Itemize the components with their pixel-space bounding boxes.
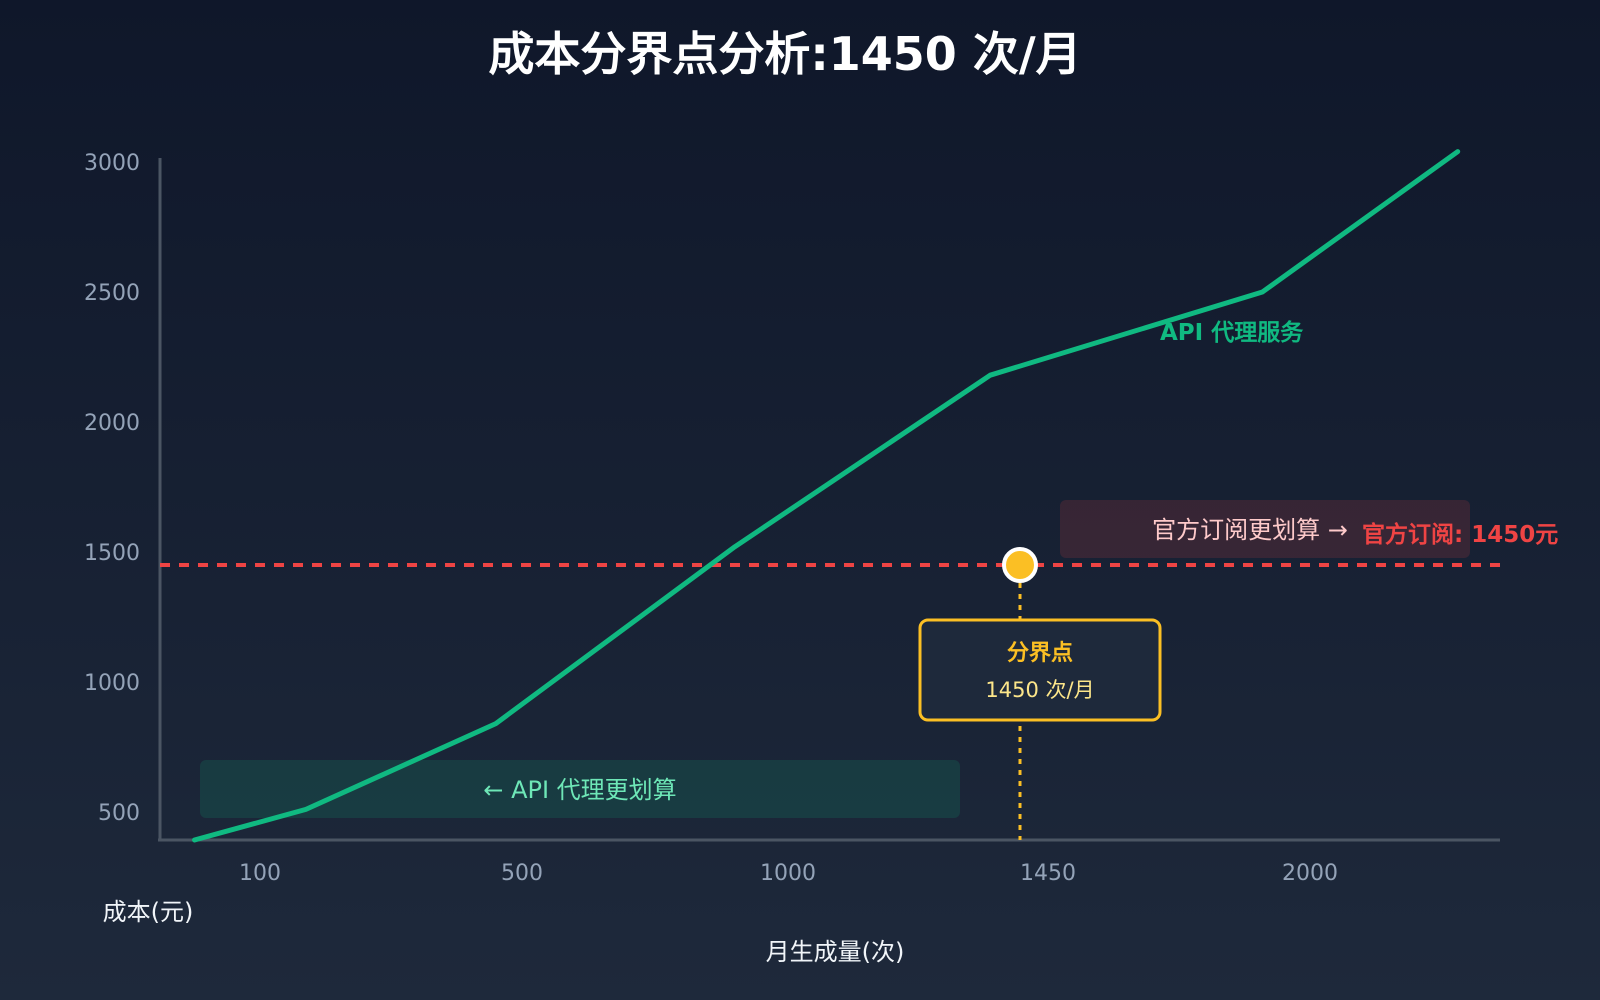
x-tick-label: 1000 bbox=[760, 861, 816, 886]
breakeven-callout-title: 分界点 bbox=[1007, 640, 1073, 666]
subscription-zone-band bbox=[1060, 500, 1470, 558]
x-tick-label: 100 bbox=[239, 861, 281, 886]
y-tick-label: 500 bbox=[98, 801, 140, 826]
chart-title: 成本分界点分析:1450 次/月 bbox=[488, 27, 1081, 81]
api-zone-label: ← API 代理更划算 bbox=[483, 776, 676, 804]
x-tick-label: 500 bbox=[501, 861, 543, 886]
api-proxy-series-label: API 代理服务 bbox=[1160, 320, 1304, 346]
y-tick-label: 1000 bbox=[84, 671, 140, 696]
y-tick-label: 2000 bbox=[84, 411, 140, 436]
x-tick-label: 2000 bbox=[1282, 861, 1338, 886]
breakeven-callout-box bbox=[918, 618, 1162, 722]
x-tick-label: 1450 bbox=[1020, 861, 1076, 886]
breakeven-point-marker bbox=[1002, 547, 1038, 583]
subscription-zone-label: 官方订阅更划算 → bbox=[1152, 516, 1348, 544]
y-tick-label: 2500 bbox=[84, 281, 140, 306]
y-tick-label: 1500 bbox=[84, 541, 140, 566]
x-axis-label: 月生成量(次) bbox=[766, 938, 905, 966]
breakeven-callout-value: 1450 次/月 bbox=[985, 678, 1094, 702]
y-axis-label: 成本(元) bbox=[103, 898, 194, 926]
api-zone-band bbox=[200, 760, 960, 818]
y-tick-label: 3000 bbox=[84, 151, 140, 176]
y-tick-labels: 500 1000 1500 2000 2500 3000 bbox=[84, 151, 140, 826]
api-proxy-series-line bbox=[192, 149, 1461, 843]
x-tick-labels: 100 500 1000 1450 2000 bbox=[239, 861, 1338, 886]
reference-line-label: 官方订阅: 1450元 bbox=[1362, 521, 1558, 548]
